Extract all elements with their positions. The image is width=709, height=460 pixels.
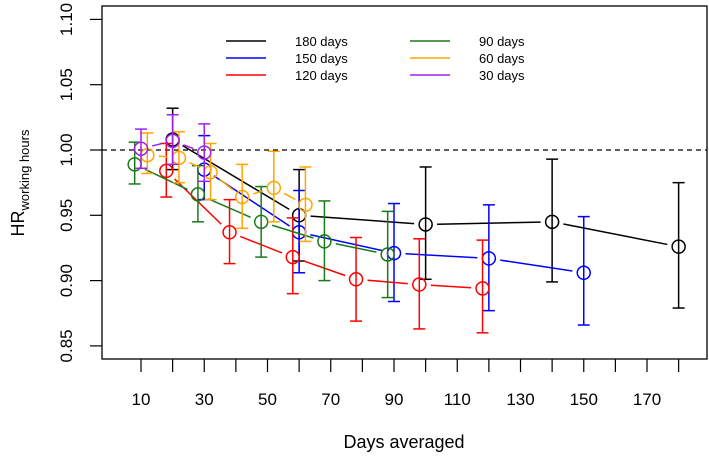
connector-line [182,144,290,211]
data-point [285,249,301,265]
connector-line [144,168,188,191]
x-tick-label: 170 [633,390,661,409]
connector-line [189,161,201,169]
data-point [317,234,332,249]
data-point [412,277,427,292]
data-point [165,133,180,149]
connector-line [430,284,472,289]
x-axis: 10 30 50 70 90 110 130 150 170 [132,359,680,409]
x-tick-label: 50 [258,390,277,409]
y-tick-label: 0.95 [57,199,76,232]
y-axis: 0.85 0.90 0.95 1.00 1.05 1.10 [57,3,102,362]
data-point [418,217,433,232]
data-point [234,189,250,205]
y-axis-label-main: HR [8,210,28,236]
y-axis-label: HRworking hours [8,129,32,236]
series-60-days [140,130,313,243]
x-tick-label: 110 [444,390,471,409]
connector-line [335,243,377,253]
data-point [298,197,313,213]
y-tick-label: 1.10 [57,3,76,36]
connector-line [151,142,162,147]
legend: 180 days 150 days 120 days 90 days 60 days 30… [226,34,525,83]
connector-line [405,253,478,259]
data-point [197,145,212,160]
x-tick-label: 130 [506,390,534,409]
y-tick-label: 1.00 [57,133,76,166]
connector-line [208,198,251,218]
legend-label: 90 days [479,34,525,49]
series-group [127,107,686,334]
series-30-days [133,113,212,183]
connector-line [563,223,668,246]
data-point [544,214,560,230]
data-point [190,187,206,202]
data-point [380,247,395,262]
data-point [348,272,364,287]
data-point [253,214,269,230]
series-150-days [197,134,591,326]
connector-line [500,259,573,272]
connector-line [253,190,263,195]
connector-line [219,178,234,191]
data-point [133,141,149,156]
plot-frame [101,5,708,360]
legend-label: 150 days [295,51,348,66]
connector-line [310,234,383,252]
x-tick-label: 90 [385,390,404,409]
connector-line [183,144,194,150]
data-point [159,163,174,179]
x-tick-label: 30 [195,390,214,409]
connector-line [271,224,314,239]
connector-line [310,215,415,225]
connector-line [283,192,296,201]
legend-label: 180 days [295,34,348,49]
series-180-days [165,107,686,309]
connector-line [158,155,168,158]
y-axis-label-sub: working hours [17,129,32,211]
data-point [475,281,490,296]
y-tick-label: 0.90 [57,264,76,297]
x-tick-label: 10 [132,390,151,409]
data-point [671,239,686,254]
data-point [576,265,591,281]
y-tick-label: 0.85 [57,329,76,362]
x-tick-label: 150 [570,390,598,409]
x-tick-label: 70 [321,390,340,409]
data-point [266,180,282,196]
data-point [222,225,237,240]
legend-label: 30 days [479,68,525,83]
legend-label: 120 days [295,68,348,83]
series-90-days [127,141,395,299]
y-tick-label: 1.05 [57,68,76,101]
legend-label: 60 days [479,51,525,66]
x-axis-label: Days averaged [343,432,464,452]
